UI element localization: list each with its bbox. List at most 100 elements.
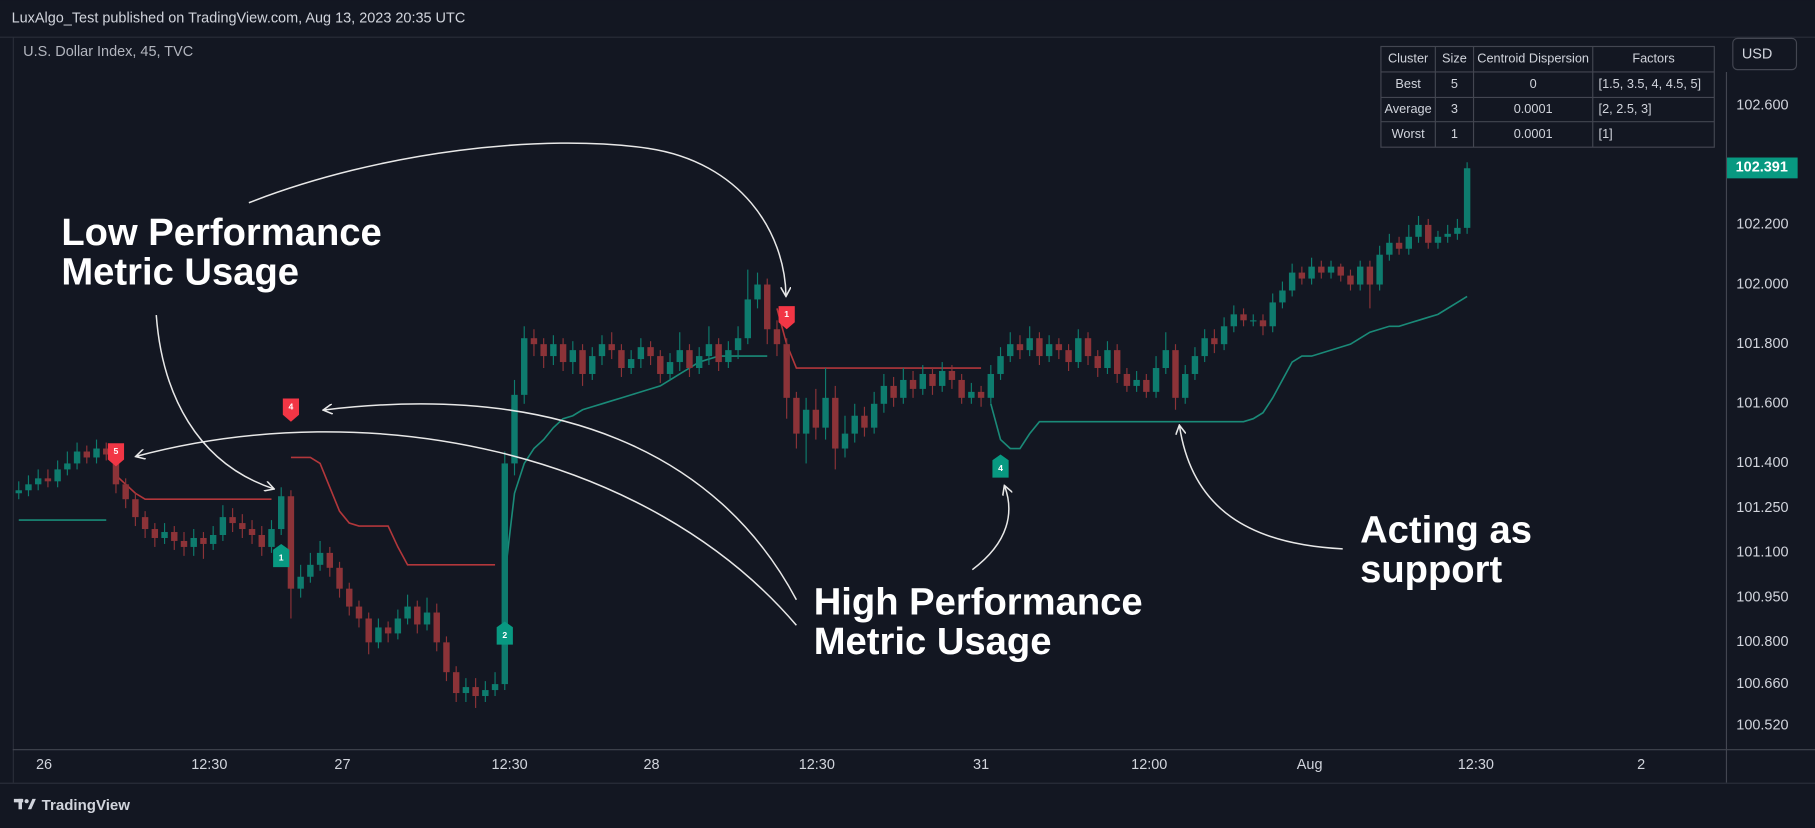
- candle-body: [1366, 266, 1374, 285]
- candle-body: [462, 687, 470, 694]
- candle-body: [1230, 314, 1238, 327]
- annotation-text: Metric Usage: [814, 620, 1052, 663]
- candle-body: [151, 529, 159, 538]
- candle-body: [472, 687, 479, 697]
- candle-body: [103, 448, 110, 455]
- candle-body: [734, 338, 742, 351]
- candle-body: [180, 540, 188, 547]
- candle-body: [1337, 266, 1344, 276]
- candle-body: [1123, 373, 1131, 386]
- candle-body: [705, 344, 713, 357]
- publish-header: LuxAlgo_Test published on TradingView.co…: [12, 11, 466, 27]
- candle-body: [618, 350, 625, 369]
- candle-body: [64, 463, 71, 470]
- currency-button[interactable]: [1732, 37, 1798, 71]
- candle-body: [190, 537, 197, 547]
- candle-body: [627, 359, 635, 369]
- x-tick-label: 12:30: [492, 757, 528, 773]
- candle-body: [1036, 338, 1043, 357]
- candle-body: [608, 344, 615, 351]
- candle-body: [851, 415, 858, 434]
- candle-body: [1444, 233, 1451, 237]
- candle-body: [1405, 236, 1413, 249]
- table-cell: 3: [1451, 101, 1458, 116]
- x-tick-label: 26: [36, 757, 52, 773]
- candle-body: [880, 385, 888, 404]
- table-cell: 0.0001: [1514, 101, 1553, 116]
- candle-body: [1279, 290, 1286, 303]
- candle-body: [569, 350, 577, 363]
- y-tick-label: 101.250: [1736, 500, 1788, 516]
- table-cell: Worst: [1392, 126, 1425, 141]
- candle-body: [1259, 320, 1267, 327]
- annotation-arrow: [137, 431, 797, 626]
- candle-body: [287, 496, 295, 589]
- candle-body: [666, 362, 674, 374]
- candle-body: [277, 496, 285, 530]
- annotation-arrow: [155, 314, 273, 489]
- candle-body: [929, 373, 936, 386]
- candle-body: [900, 379, 907, 398]
- signal-text: 1: [279, 553, 284, 563]
- candle-body: [987, 373, 995, 398]
- candle-body: [841, 433, 849, 449]
- candle-body: [822, 397, 829, 428]
- signal-label: 4: [992, 454, 1009, 478]
- candle-body: [482, 690, 489, 697]
- candle-body: [744, 299, 752, 339]
- candle-body: [501, 463, 508, 685]
- candle-body: [1425, 224, 1432, 243]
- candle-body: [598, 344, 606, 357]
- candle-body: [1143, 379, 1150, 392]
- candle-body: [326, 552, 334, 568]
- x-tick-label: 12:30: [1458, 757, 1494, 773]
- candle-body: [219, 517, 227, 536]
- candle-body: [1250, 320, 1257, 322]
- table-cell: Size: [1442, 51, 1467, 66]
- candle-body: [307, 564, 314, 577]
- candle-body: [1220, 326, 1228, 345]
- candle-body: [861, 415, 868, 428]
- candle-body: [452, 672, 460, 694]
- candle-body: [754, 284, 761, 300]
- candle-body: [686, 350, 693, 369]
- trailing-line: [18, 295, 1468, 577]
- table-cell: 5: [1451, 76, 1458, 91]
- candle-body: [1191, 356, 1199, 374]
- candle-body: [657, 356, 664, 374]
- y-tick-label: 100.800: [1736, 634, 1788, 650]
- candle-body: [248, 529, 256, 536]
- cluster-table: Cluster Size Centroid Dispersion Factors Bes…: [1380, 45, 1715, 148]
- candle-body: [1201, 338, 1208, 357]
- candle-body: [1162, 350, 1169, 369]
- candle-body: [1075, 338, 1082, 363]
- candle-body: [1113, 350, 1121, 374]
- candle-body: [559, 344, 567, 363]
- y-tick-label: 100.660: [1736, 676, 1788, 692]
- x-tick-label: 28: [644, 757, 660, 773]
- candle-body: [83, 451, 91, 458]
- candle-body: [1463, 168, 1471, 228]
- signal-marker: [496, 621, 513, 645]
- candle-body: [589, 356, 596, 374]
- currency-label[interactable]: USD: [1742, 46, 1773, 62]
- signal-text: 4: [998, 463, 1003, 473]
- candle-body: [1434, 236, 1442, 243]
- last-price-box: [1727, 157, 1798, 179]
- table-cell: Centroid Dispersion: [1477, 51, 1589, 66]
- y-tick-label: 100.520: [1736, 718, 1788, 734]
- candle-body: [268, 529, 275, 547]
- signal-text: 5: [114, 446, 119, 456]
- table-cell: Average: [1385, 101, 1432, 116]
- signal-marker: [273, 543, 290, 568]
- candle-body: [44, 478, 52, 482]
- candle-body: [122, 484, 129, 500]
- candle-body: [870, 403, 878, 428]
- candle-body: [1347, 275, 1354, 285]
- candle-body: [404, 606, 411, 619]
- candle-body: [676, 350, 683, 363]
- candle-body: [832, 397, 839, 449]
- annotation-text: support: [1360, 548, 1502, 591]
- candle-body: [812, 409, 820, 428]
- candle-body: [725, 350, 732, 363]
